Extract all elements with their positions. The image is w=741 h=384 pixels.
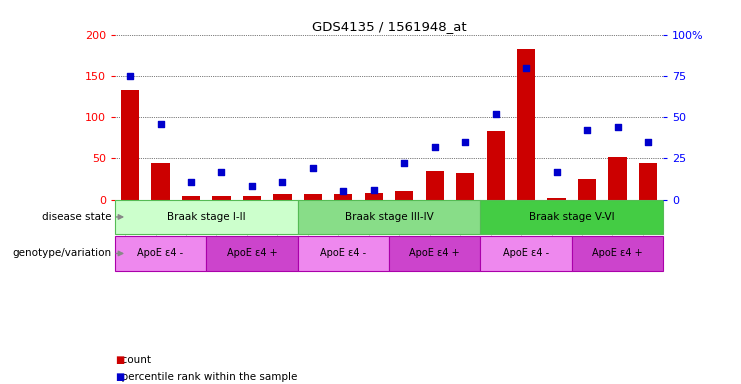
Bar xyxy=(425,171,444,200)
Point xyxy=(337,188,349,194)
Bar xyxy=(487,131,505,200)
Bar xyxy=(213,195,230,200)
Point xyxy=(155,121,167,127)
Bar xyxy=(480,236,572,271)
Title: GDS4135 / 1561948_at: GDS4135 / 1561948_at xyxy=(312,20,466,33)
Point xyxy=(216,169,227,175)
Bar xyxy=(480,200,663,234)
Bar xyxy=(608,157,627,200)
Text: Braak stage III-IV: Braak stage III-IV xyxy=(345,212,433,222)
Bar xyxy=(115,200,298,234)
Bar xyxy=(206,236,298,271)
Bar xyxy=(578,179,597,200)
Text: ApoE ε4 -: ApoE ε4 - xyxy=(320,248,366,258)
Point xyxy=(185,179,197,185)
Text: ApoE ε4 -: ApoE ε4 - xyxy=(503,248,549,258)
Bar xyxy=(273,194,291,200)
Point xyxy=(611,124,623,130)
Bar xyxy=(517,50,535,200)
Text: ■: ■ xyxy=(115,355,124,365)
Text: Braak stage V-VI: Braak stage V-VI xyxy=(529,212,614,222)
Point xyxy=(368,187,379,193)
Text: percentile rank within the sample: percentile rank within the sample xyxy=(115,372,297,382)
Bar xyxy=(639,162,657,200)
Point xyxy=(581,127,593,133)
Bar xyxy=(456,173,474,200)
Text: genotype/variation: genotype/variation xyxy=(13,248,112,258)
Point xyxy=(124,73,136,79)
Point xyxy=(429,144,441,150)
Point xyxy=(246,184,258,190)
Bar xyxy=(572,236,663,271)
Text: ApoE ε4 +: ApoE ε4 + xyxy=(227,248,277,258)
Point xyxy=(642,139,654,145)
Point xyxy=(276,179,288,185)
Point xyxy=(459,139,471,145)
Bar xyxy=(395,191,413,200)
Point xyxy=(551,169,562,175)
Bar xyxy=(115,236,206,271)
Text: ApoE ε4 -: ApoE ε4 - xyxy=(138,248,184,258)
Bar xyxy=(365,193,383,200)
Bar xyxy=(389,236,480,271)
Point xyxy=(399,160,411,166)
Text: ■: ■ xyxy=(115,372,124,382)
Point xyxy=(490,111,502,117)
Text: count: count xyxy=(115,355,151,365)
Bar xyxy=(243,195,261,200)
Bar xyxy=(548,198,565,200)
Text: Braak stage I-II: Braak stage I-II xyxy=(167,212,245,222)
Bar xyxy=(121,90,139,200)
Bar xyxy=(182,195,200,200)
Point xyxy=(520,65,532,71)
Bar xyxy=(304,194,322,200)
Bar xyxy=(298,200,480,234)
Text: ApoE ε4 +: ApoE ε4 + xyxy=(592,248,642,258)
Bar xyxy=(298,236,389,271)
Text: disease state: disease state xyxy=(42,212,112,222)
Text: ApoE ε4 +: ApoE ε4 + xyxy=(410,248,460,258)
Bar xyxy=(151,162,170,200)
Point xyxy=(307,165,319,171)
Bar xyxy=(334,194,353,200)
